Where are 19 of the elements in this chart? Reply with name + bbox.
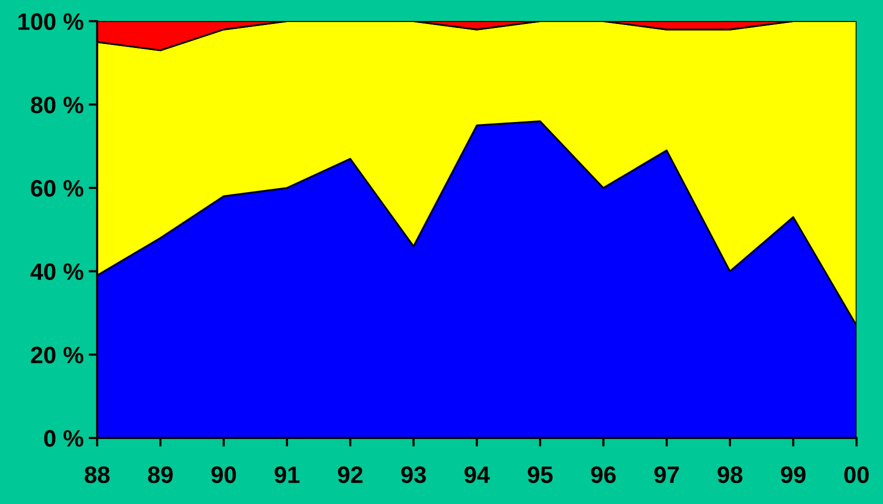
- y-tick-label: 20 %: [30, 346, 84, 364]
- x-tick-label: 97: [654, 466, 679, 484]
- x-tick-label: 00: [844, 466, 869, 484]
- x-tick-label: 92: [338, 466, 362, 484]
- x-tick-label: 95: [528, 466, 553, 484]
- x-tick-label: 91: [274, 466, 300, 484]
- x-tick-label: 98: [718, 466, 742, 484]
- x-tick-label: 99: [780, 466, 806, 484]
- x-tick-label: 94: [464, 466, 490, 484]
- y-tick-label: 0 %: [44, 430, 84, 447]
- x-tick-label: 93: [401, 466, 426, 484]
- y-tick-label: 100 %: [18, 13, 84, 30]
- x-tick-label: 90: [211, 466, 236, 484]
- y-tick-label: 40 %: [30, 263, 84, 280]
- x-tick-label: 96: [591, 466, 616, 484]
- x-tick-label: 89: [148, 466, 173, 484]
- y-tick-label: 80 %: [30, 96, 84, 114]
- x-tick-label: 88: [84, 466, 110, 484]
- y-tick-label: 60 %: [30, 180, 84, 197]
